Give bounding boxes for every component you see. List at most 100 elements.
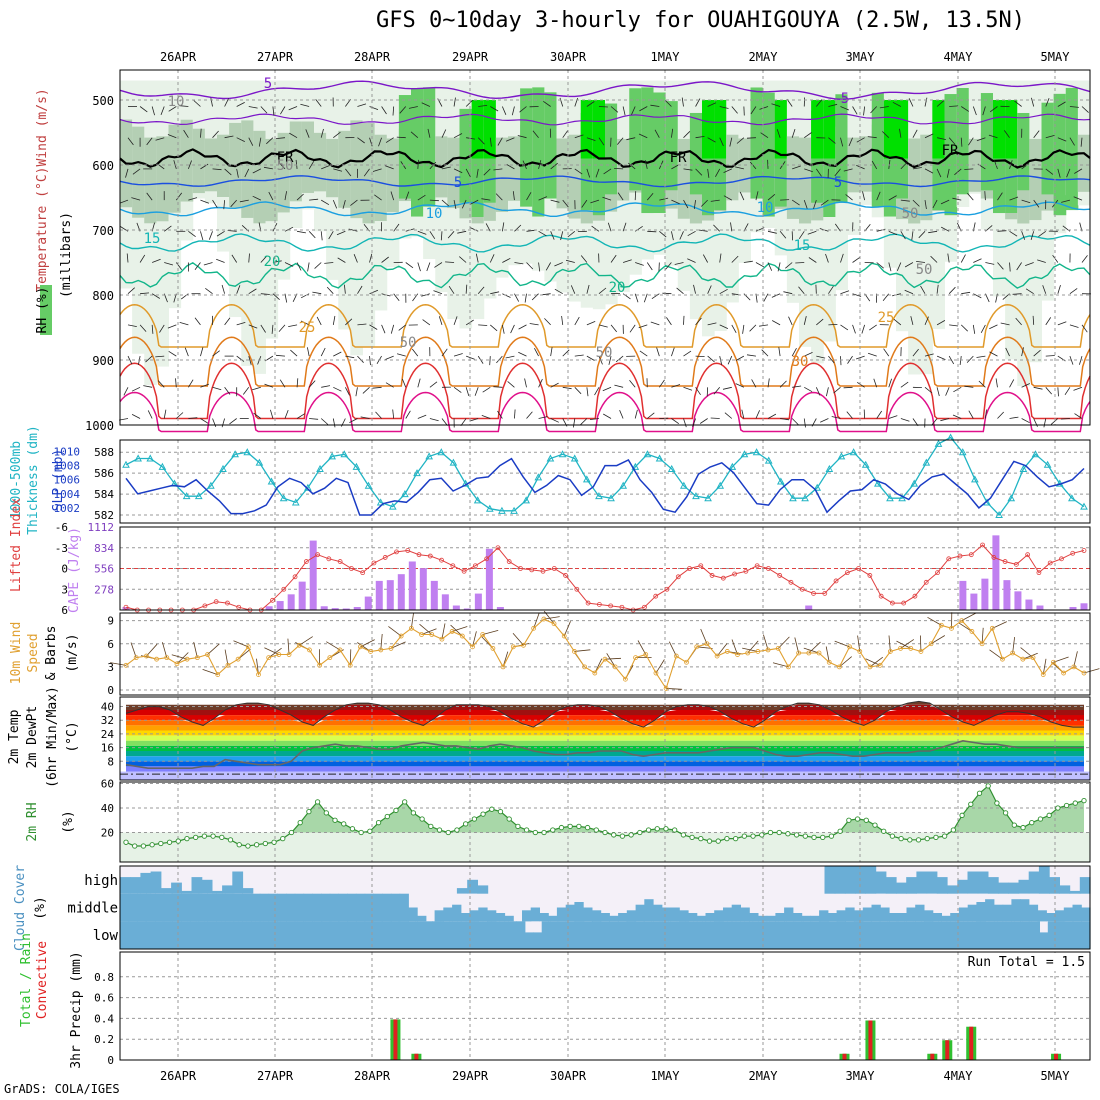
wind-barb [495, 193, 503, 201]
wind-speed-point [1030, 655, 1036, 661]
wind-barb [307, 347, 310, 357]
wind-speed-point [500, 664, 506, 670]
wind-barb [501, 222, 505, 232]
wind-barb [502, 293, 511, 298]
cloud-cell-middle [784, 907, 794, 922]
wind-barb [776, 129, 781, 138]
wind-barb [968, 137, 974, 146]
pressure-tick-label: 800 [92, 289, 114, 303]
surface-wind-barb [326, 641, 341, 651]
cloud-cell-middle [635, 904, 645, 922]
rh-point [846, 817, 852, 823]
bottom-date-label: 5MAY [1041, 1069, 1071, 1083]
wind-barb [930, 255, 938, 263]
thickness-point [728, 462, 737, 470]
wind-barb [385, 137, 394, 143]
wind-barb [469, 227, 479, 232]
wind-speed-point [480, 632, 486, 637]
cloud-unit-label: (%) [33, 896, 48, 919]
lifted-index-point [551, 566, 557, 571]
rh-band-bright [1005, 100, 1018, 159]
cloud-cell-low [339, 921, 349, 949]
wind-barb [701, 199, 708, 207]
rh-point [881, 828, 887, 834]
rh-band-mid [556, 138, 570, 209]
wind-barb [840, 324, 849, 331]
wind-barb [489, 356, 491, 366]
cloud-cell-middle [390, 893, 401, 922]
wind-barb [964, 385, 974, 388]
wind-barb [948, 355, 955, 365]
wind-barb [441, 129, 447, 138]
wind-barb [828, 285, 834, 294]
wind-barb [723, 168, 732, 173]
wind-barb [746, 137, 756, 139]
rh-ylabel-line: 2m RH [25, 802, 40, 841]
rh-band-green [980, 93, 994, 191]
rh-point [480, 811, 486, 817]
wind-barb [393, 293, 400, 302]
wind-barb [307, 262, 310, 272]
wind-barb [952, 414, 962, 419]
wind-barb [671, 128, 674, 138]
lifted-index-point [394, 549, 399, 555]
wind-barb [707, 102, 717, 107]
li-tick-label: -3 [55, 542, 68, 555]
contour-label: FR [670, 150, 687, 166]
wind-barb [244, 168, 250, 178]
rh-point [253, 842, 260, 848]
rh-point [680, 832, 687, 838]
rh-band-green [762, 92, 776, 217]
surface-wind-barb [360, 639, 375, 648]
wind-barb [820, 199, 829, 206]
temp-ylabel-d: (°C) [65, 721, 80, 752]
cloud-cell-low [904, 921, 914, 949]
thickness-point [1068, 494, 1076, 502]
wind-barb [392, 106, 395, 116]
cloud-cell-high [1059, 885, 1071, 894]
lifted-index-point [619, 604, 625, 610]
wind-barb [1069, 137, 1075, 146]
wind-barb [485, 223, 491, 232]
temp-color-band [126, 720, 1084, 728]
thickness-point [789, 494, 797, 502]
precip-ylabel-a: Total / Rain [19, 933, 34, 1027]
wind-barb [1015, 317, 1022, 326]
temp-tick-label: 8 [107, 755, 114, 768]
rh-band-mid [677, 138, 691, 219]
cloud-cell-low [398, 921, 408, 949]
wind-speed-point [419, 632, 424, 637]
thickness-point [704, 494, 712, 502]
wind-barb [743, 260, 753, 263]
wind-barb [574, 316, 580, 326]
wind-barb [421, 102, 431, 107]
rh-point [271, 839, 277, 845]
cloud-cell-low [676, 921, 686, 949]
cloud-cell-low [432, 921, 442, 949]
wind-barb [320, 418, 329, 425]
li-ylabel: Lifted Index [9, 498, 24, 592]
contour-plus15 [119, 233, 1091, 253]
wind-barb [574, 134, 584, 139]
wind-barb [843, 168, 853, 172]
li-tick-label: -6 [55, 521, 68, 534]
wind-barb [316, 316, 322, 326]
wind-barb [333, 168, 343, 172]
wind-barb [1064, 387, 1071, 396]
cloud-cell-middle [985, 899, 995, 922]
wind-barb [422, 319, 431, 326]
wind-speed-point [765, 647, 771, 653]
wind-barb [948, 137, 956, 145]
wind-barb [731, 106, 738, 114]
lifted-index-point [867, 573, 873, 578]
thickness-point [546, 454, 555, 462]
cloud-cell-high [844, 866, 856, 894]
rh-point [201, 833, 208, 839]
lifted-index-point [1070, 550, 1076, 556]
rh-shading [120, 80, 1091, 386]
wind-speed-point [755, 649, 761, 654]
wind-barb [534, 348, 539, 357]
wind-speed-point [459, 633, 465, 639]
cape-bar [496, 607, 504, 610]
lifted-index-point [416, 552, 422, 558]
